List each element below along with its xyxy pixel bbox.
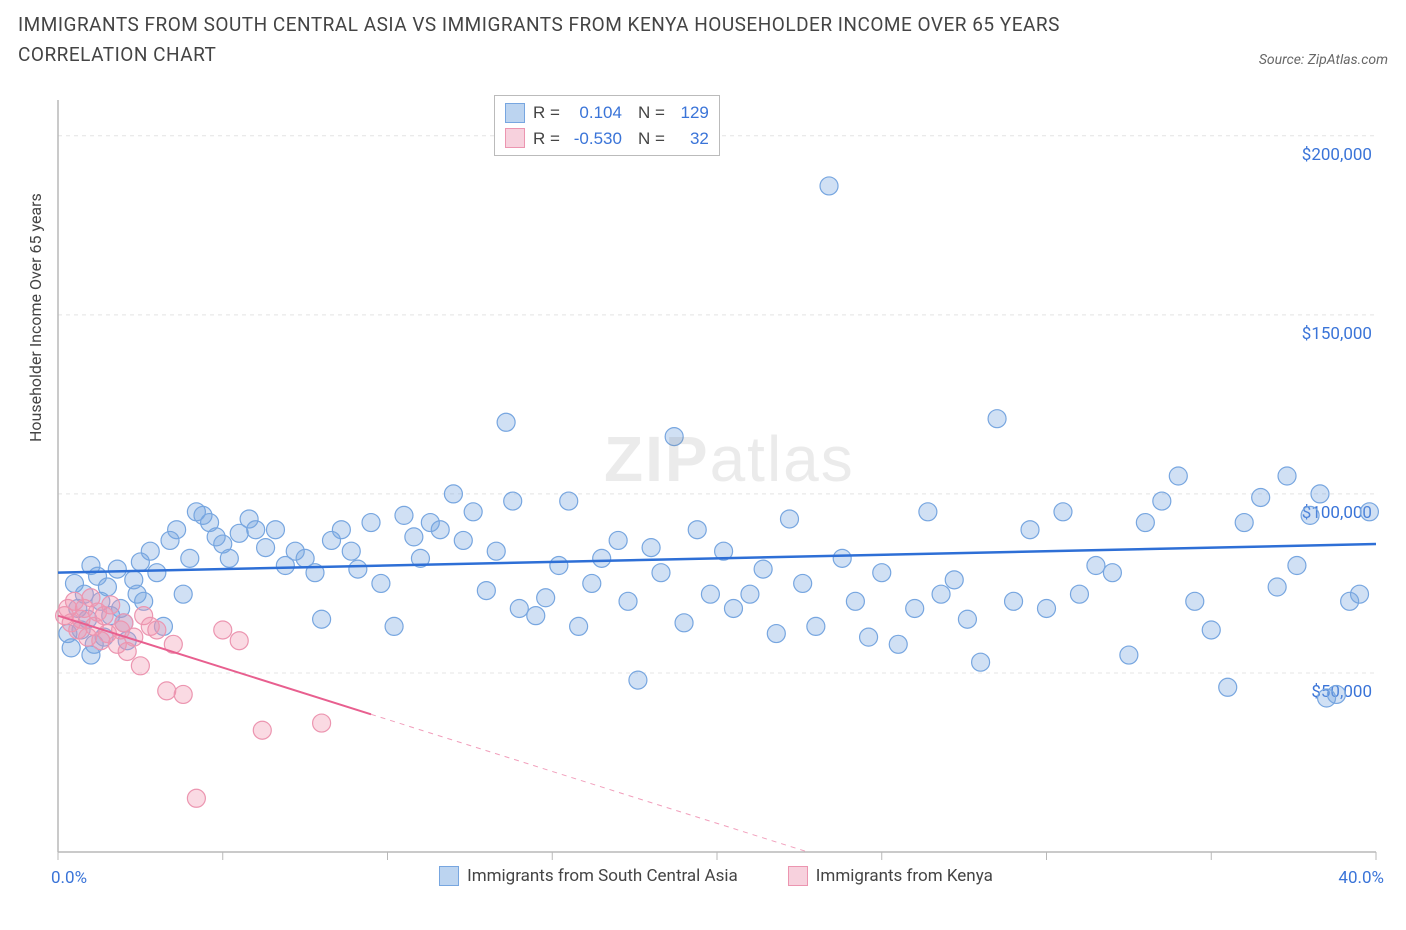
stats-n-label: N = [638, 126, 665, 152]
source-attribution: Source: ZipAtlas.com [1259, 52, 1388, 68]
chart-container: Householder Income Over 65 years $50,000… [44, 92, 1388, 892]
stats-r-value: 0.104 [568, 100, 622, 126]
svg-text:$200,000: $200,000 [1302, 145, 1372, 165]
legend-swatch [439, 866, 459, 886]
stats-r-label: R = [533, 126, 560, 152]
legend-item: Immigrants from South Central Asia [439, 866, 738, 886]
y-axis-label: Householder Income Over 65 years [26, 193, 45, 442]
stats-r-value: -0.530 [568, 126, 622, 152]
legend-label: Immigrants from Kenya [816, 866, 993, 886]
legend-swatch [788, 866, 808, 886]
stats-n-value: 32 [673, 126, 709, 152]
chart-title: IMMIGRANTS FROM SOUTH CENTRAL ASIA VS IM… [18, 10, 1118, 71]
stats-swatch [505, 103, 525, 123]
correlation-stats-box: R = 0.104 N = 129 R = -0.530 N = 32 [494, 95, 720, 156]
series-legend: Immigrants from South Central Asia Immigr… [44, 866, 1388, 886]
legend-label: Immigrants from South Central Asia [467, 866, 738, 886]
stats-n-label: N = [638, 100, 665, 126]
legend-item: Immigrants from Kenya [788, 866, 993, 886]
svg-text:$150,000: $150,000 [1302, 324, 1372, 344]
stats-n-value: 129 [673, 100, 709, 126]
stats-row: R = -0.530 N = 32 [505, 126, 709, 152]
stats-row: R = 0.104 N = 129 [505, 100, 709, 126]
scatter-plot: $50,000$100,000$150,000$200,000 [44, 92, 1388, 892]
stats-swatch [505, 128, 525, 148]
stats-r-label: R = [533, 100, 560, 126]
